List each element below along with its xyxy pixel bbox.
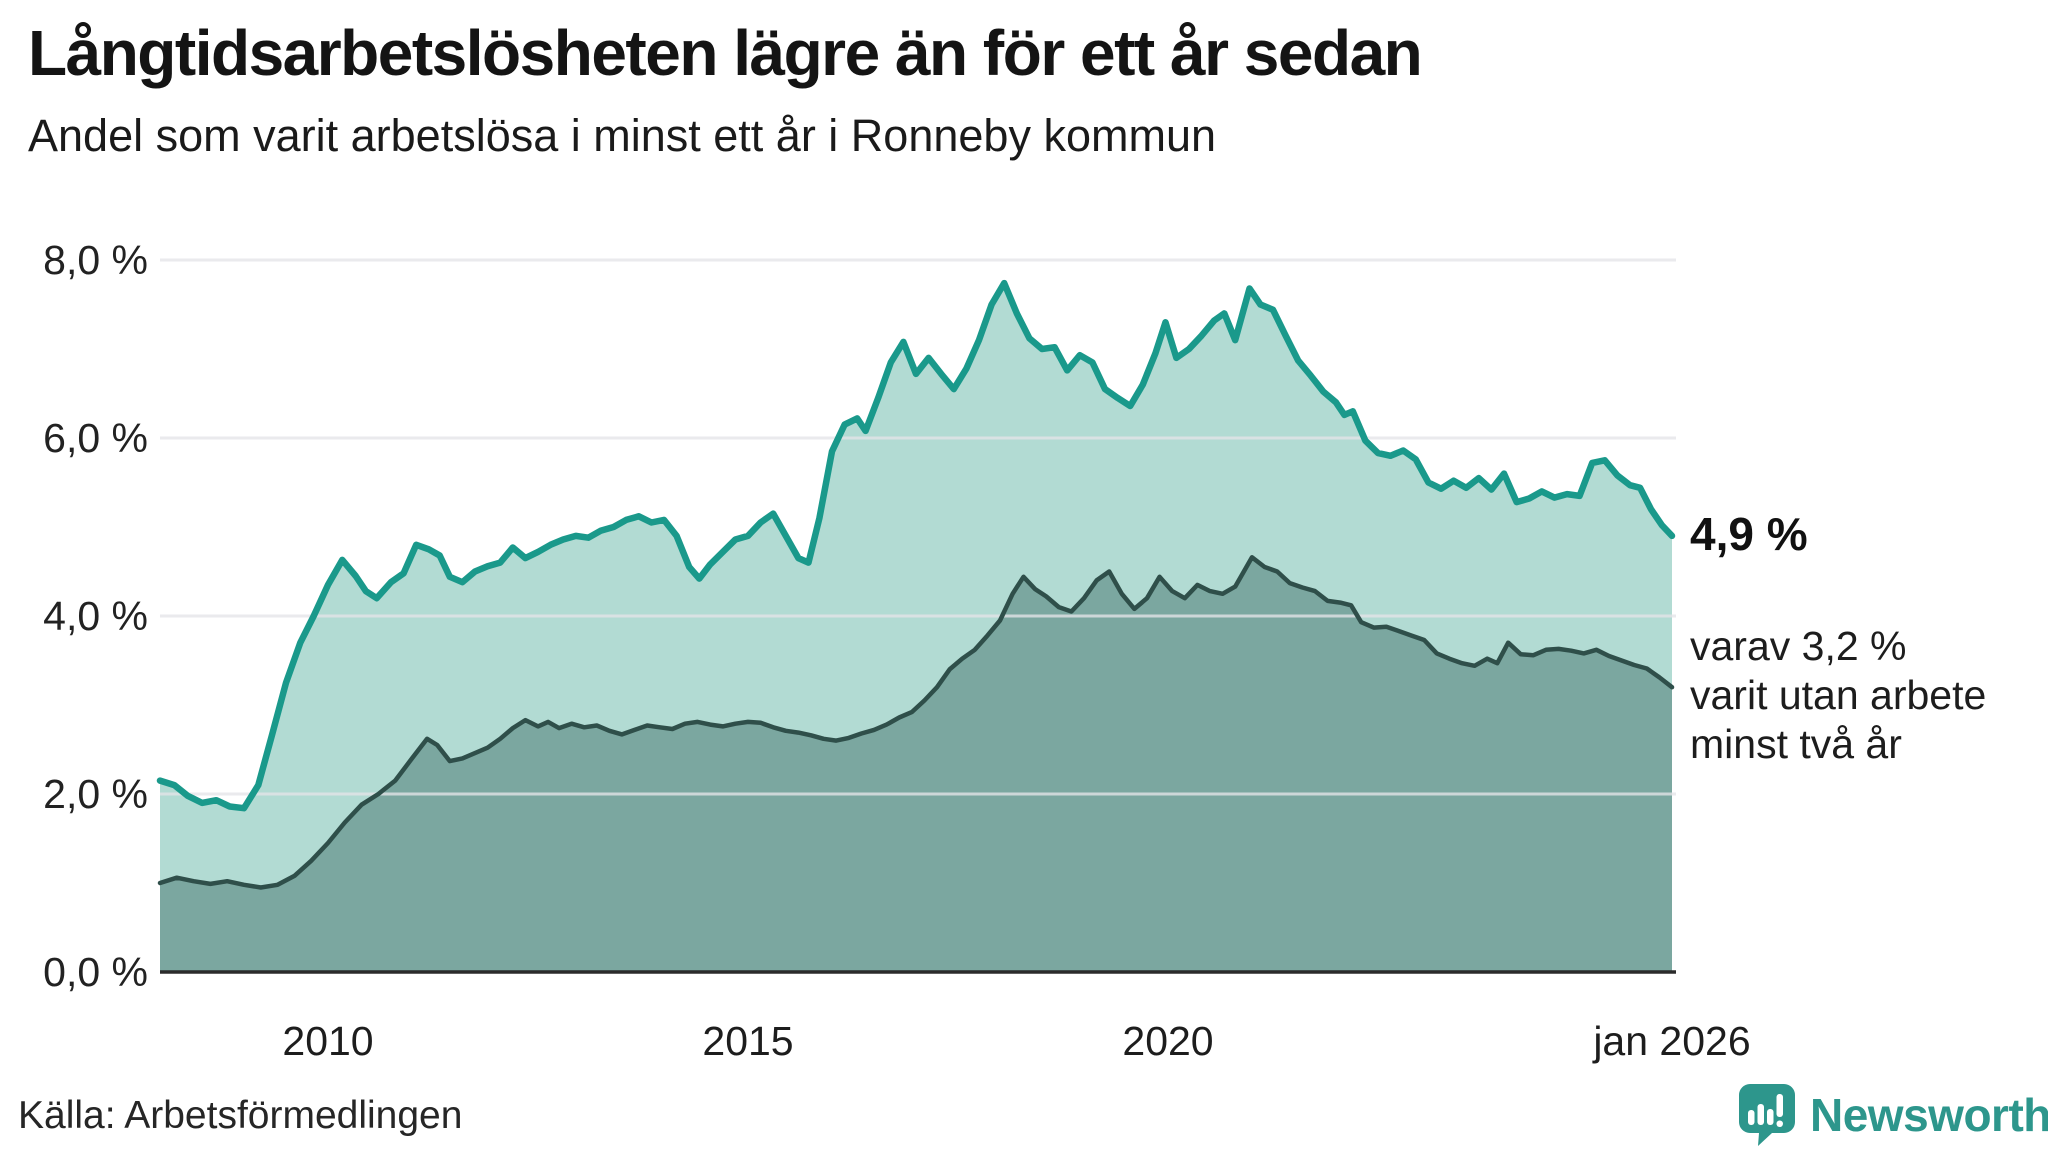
x-axis-label: 2015 bbox=[702, 1018, 794, 1064]
line-two-year bbox=[157, 555, 1675, 890]
y-axis-label: 6,0 % bbox=[43, 415, 148, 461]
y-axis-label: 0,0 % bbox=[43, 949, 148, 995]
secondary-series-annotation: varav 3,2 % varit utan arbete minst två … bbox=[1690, 622, 1986, 769]
y-axis-label: 4,0 % bbox=[43, 593, 148, 639]
annotation-line-3: minst två år bbox=[1690, 721, 1902, 768]
line-one-year bbox=[156, 279, 1676, 812]
area-fill-two-year bbox=[160, 557, 1672, 972]
newsworthy-logo: Newsworthy bbox=[1738, 1082, 2048, 1148]
y-axis-label: 8,0 % bbox=[43, 237, 148, 283]
annotation-line-1: varav 3,2 % bbox=[1690, 623, 1907, 670]
newsworthy-speech-bubble-icon bbox=[1739, 1084, 1795, 1146]
x-axis-label: 2020 bbox=[1122, 1018, 1214, 1064]
newsworthy-wordmark: Newsworthy bbox=[1810, 1089, 2048, 1141]
x-axis-label: 2010 bbox=[282, 1018, 374, 1064]
series-end-value-label: 4,9 % bbox=[1690, 507, 1808, 560]
source-label: Källa: Arbetsförmedlingen bbox=[18, 1094, 463, 1137]
annotation-line-2: varit utan arbete bbox=[1690, 672, 1987, 719]
x-axis-label: jan 2026 bbox=[1593, 1018, 1751, 1064]
page-subtitle: Andel som varit arbetslösa i minst ett å… bbox=[28, 110, 1216, 161]
y-axis-label: 2,0 % bbox=[43, 771, 148, 817]
page-title: Långtidsarbetslösheten lägre än för ett … bbox=[28, 17, 1423, 89]
